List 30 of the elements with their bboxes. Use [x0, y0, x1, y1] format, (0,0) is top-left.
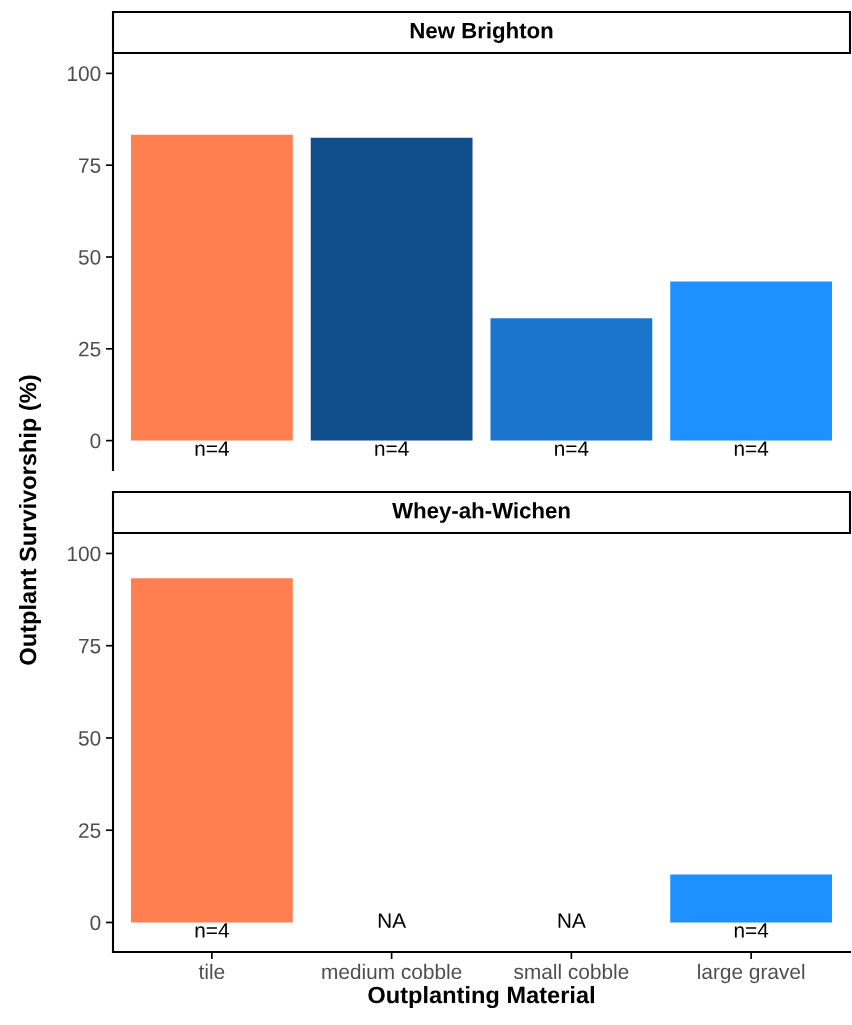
annotation: n=4 [734, 923, 769, 938]
y-tick-label: 25 [79, 341, 101, 357]
y-tick-label: 100 [68, 66, 101, 82]
annotation: n=4 [195, 923, 229, 938]
y-tick-label: 0 [90, 433, 101, 449]
bar [670, 281, 833, 441]
bar [490, 318, 653, 441]
y-axis-title: Outplant Survivorship (%) [19, 375, 41, 665]
y-tick-label: 50 [78, 730, 101, 746]
y-tick-label: 75 [79, 158, 101, 173]
annotation: NA [558, 913, 586, 928]
annotation: NA [378, 913, 407, 928]
annotation: n=4 [375, 441, 409, 456]
y-tick-label: 50 [78, 249, 101, 265]
y-tick-label: 25 [79, 823, 101, 838]
y-tick-label: 0 [90, 915, 101, 931]
x-tick-label: large gravel [698, 963, 805, 984]
x-tick-label: medium cobble [322, 963, 462, 980]
bar [310, 137, 473, 441]
y-tick-label: 75 [79, 638, 101, 654]
annotation: n=4 [195, 441, 229, 456]
y-tick-label: 100 [68, 546, 101, 562]
chart-title: Whey-ah-Wichen [392, 502, 570, 523]
x-axis-title: Outplanting Material [368, 986, 594, 1009]
chart-title: New Brighton [410, 22, 553, 43]
x-tick-label: small cobble [514, 963, 629, 980]
bar [130, 134, 293, 441]
x-tick-label: tile [198, 963, 225, 980]
annotation: n=4 [734, 441, 769, 456]
annotation: n=4 [555, 441, 589, 456]
